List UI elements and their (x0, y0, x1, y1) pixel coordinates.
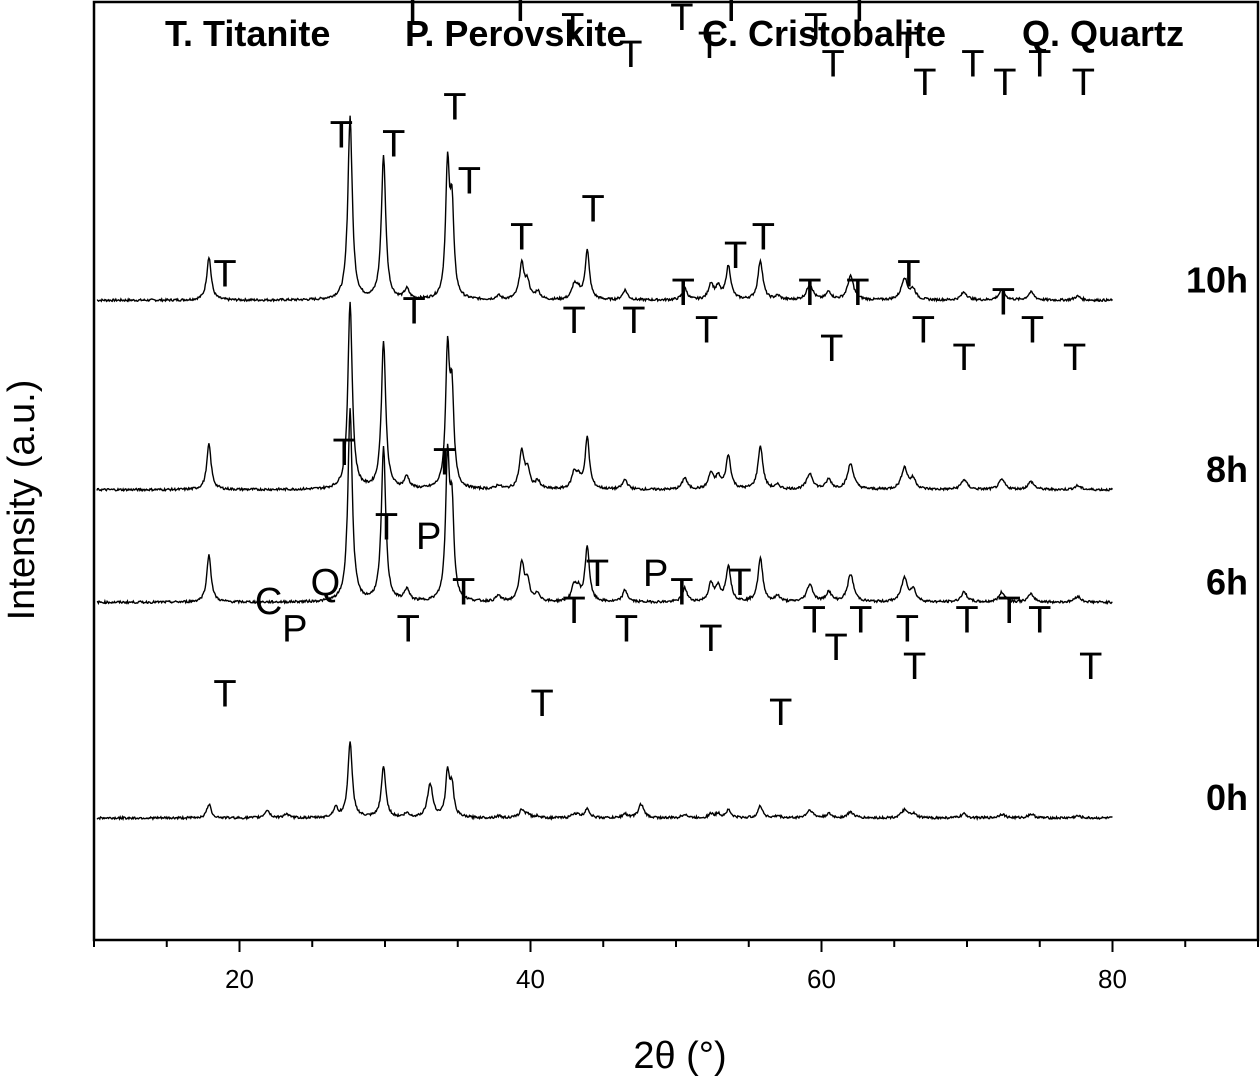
peak-label: T (798, 272, 821, 314)
peak-label: T (619, 34, 642, 76)
peak-label: T (581, 189, 604, 231)
peak-label: P (416, 516, 441, 558)
peak-label: T (452, 571, 475, 613)
x-axis-ticks: 20 40 60 80 (93, 940, 1259, 994)
peak-label: T (531, 683, 554, 725)
peak-label: T (586, 553, 609, 595)
y-axis-title: Intensity (a.u.) (1, 380, 43, 621)
peak-label: T (615, 609, 638, 651)
peak-label: T (720, 0, 743, 30)
peak-label: T (896, 609, 919, 651)
peak-label: T (622, 300, 645, 342)
peak-label: T (1021, 309, 1044, 351)
peak-label: T (824, 627, 847, 669)
peak-label: T (803, 599, 826, 641)
peak-label: T (820, 328, 843, 370)
peak-label: T (401, 0, 424, 30)
peak-label: T (848, 0, 871, 30)
peak-label: T (698, 25, 721, 67)
peak-label: T (752, 216, 775, 258)
peak-label: T (672, 272, 695, 314)
peak-label: T (897, 254, 920, 296)
peak-label: T (822, 44, 845, 86)
peak-label: T (699, 618, 722, 660)
series-labels: 10h 8h 6h 0h (1186, 259, 1248, 818)
peak-label: T (695, 309, 718, 351)
legend-quartz: Q. Quartz (1022, 13, 1184, 54)
x-tick-label: 60 (807, 964, 836, 994)
peak-label: T (563, 590, 586, 632)
series-label-10h: 10h (1186, 259, 1248, 300)
peak-label: T (561, 6, 584, 48)
diffraction-traces (96, 115, 1114, 822)
series-label-0h: 0h (1206, 777, 1248, 818)
peak-label: T (563, 300, 586, 342)
peak-label: T (756, 0, 779, 2)
peak-label: T (213, 254, 236, 296)
legend-cristobalite: C. Cristobalite (702, 13, 946, 54)
peak-label: T (998, 590, 1021, 632)
peak-label: T (961, 44, 984, 86)
trace-8h (96, 301, 1114, 493)
phase-legend: T. Titanite P. Perovskite C. Cristobalit… (165, 13, 1184, 54)
peak-label: T (330, 114, 353, 156)
peak-label: T (580, 0, 603, 2)
series-label-8h: 8h (1206, 449, 1248, 490)
peak-label: T (804, 6, 827, 48)
peak-label: T (1028, 599, 1051, 641)
peak-label: T (402, 291, 425, 333)
peak-label: T (955, 599, 978, 641)
peak-label: C (255, 581, 282, 623)
peak-label: T (375, 506, 398, 548)
peak-label: T (397, 609, 420, 651)
peak-label: P (282, 609, 307, 651)
peak-label: T (913, 62, 936, 104)
peak-label: T (1072, 62, 1095, 104)
peak-label: T (1063, 337, 1086, 379)
peak-label: P (643, 553, 668, 595)
peak-label: T (728, 562, 751, 604)
peak-label: T (382, 124, 405, 166)
peak-label: T (670, 0, 693, 39)
x-tick-label: 20 (225, 964, 254, 994)
peak-label: T (509, 0, 532, 30)
peak-label: T (724, 235, 747, 277)
peak-label: T (333, 432, 356, 474)
plot-frame (92, 0, 1260, 942)
peak-label: T (993, 62, 1016, 104)
peak-label: T (849, 599, 872, 641)
peak-label: T (846, 272, 869, 314)
x-tick-label: 40 (516, 964, 545, 994)
peak-label: T (992, 281, 1015, 323)
trace-6h (96, 408, 1113, 606)
peak-label: T (896, 25, 919, 67)
peak-label: T (670, 571, 693, 613)
trace-0h (96, 741, 1113, 822)
peak-label: T (433, 441, 456, 483)
peak-label: T (443, 86, 466, 128)
peak-label: T (912, 309, 935, 351)
x-axis-title: 2θ (°) (633, 1035, 726, 1077)
legend-titanite: T. Titanite (165, 13, 330, 54)
peak-label: T (952, 337, 975, 379)
series-label-6h: 6h (1206, 561, 1248, 602)
trace-10h (96, 115, 1114, 303)
peak-label: T (769, 692, 792, 734)
peak-label: T (903, 646, 926, 688)
legend-perovskite: P. Perovskite (405, 13, 626, 54)
peak-label: T (510, 216, 533, 258)
peak-label: T (213, 674, 236, 716)
peak-label: T (1028, 44, 1051, 86)
peak-label: Q (311, 562, 341, 604)
x-tick-label: 80 (1098, 964, 1127, 994)
peak-label: T (458, 161, 481, 203)
peak-label: T (1079, 646, 1102, 688)
